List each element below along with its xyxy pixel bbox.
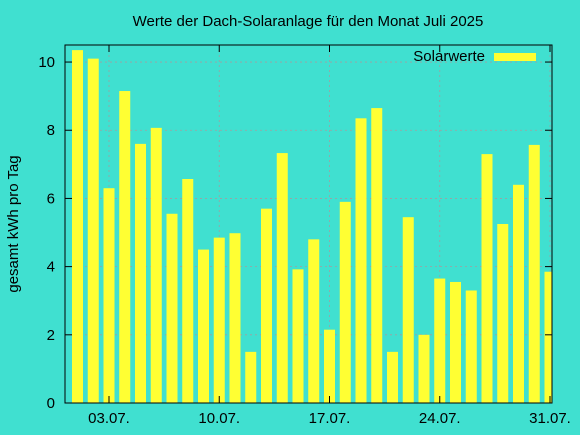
bar — [150, 127, 162, 403]
x-tick-label: 03.07. — [88, 410, 130, 427]
bar — [528, 144, 540, 403]
bar — [166, 213, 178, 403]
bar — [418, 334, 430, 403]
bar — [87, 58, 99, 404]
bar — [481, 154, 493, 403]
bar — [324, 329, 335, 403]
x-tick-label: 10.07. — [198, 410, 240, 427]
y-tick-label: 4 — [47, 259, 55, 276]
bar — [371, 108, 383, 404]
bar — [292, 269, 304, 403]
bar — [135, 143, 146, 403]
x-tick-label: 24.07. — [419, 410, 461, 427]
chart-title: Werte der Dach-Solaranlage für den Monat… — [133, 13, 484, 30]
legend-swatch — [494, 53, 536, 61]
bar — [450, 281, 461, 403]
bar — [387, 351, 398, 403]
bar — [276, 153, 288, 403]
bar — [182, 178, 194, 403]
bar — [497, 224, 509, 403]
legend-label: Solarwerte — [413, 48, 485, 65]
bar — [261, 208, 272, 403]
bar — [402, 217, 414, 403]
bar — [544, 271, 552, 403]
x-tick-label: 17.07. — [309, 410, 351, 427]
bar — [308, 239, 320, 403]
bar — [72, 50, 83, 403]
y-tick-label: 0 — [47, 395, 55, 412]
bar — [355, 118, 367, 404]
bar — [434, 278, 446, 403]
y-tick-label: 6 — [47, 190, 55, 207]
legend: Solarwerte — [413, 48, 536, 65]
bar-series — [72, 50, 552, 404]
x-axis: 03.07. 10.07. 17.07. 24.07. 31.07. — [88, 45, 571, 427]
plot-frame — [64, 44, 553, 404]
y-tick-label: 8 — [47, 122, 55, 139]
y-axis-label: gesamt kWh pro Tag — [5, 155, 22, 292]
bar — [465, 290, 477, 403]
bar — [213, 237, 225, 403]
bar — [513, 184, 524, 403]
x-tick-label: 31.07. — [529, 410, 571, 427]
bar — [229, 233, 241, 403]
y-axis: 0 2 4 6 8 10 — [38, 54, 552, 412]
bar — [119, 91, 131, 404]
bar — [198, 249, 209, 403]
bar — [103, 188, 115, 403]
y-tick-label: 10 — [38, 54, 55, 71]
bar — [339, 201, 351, 403]
bar — [245, 351, 257, 403]
y-tick-label: 2 — [47, 327, 55, 344]
